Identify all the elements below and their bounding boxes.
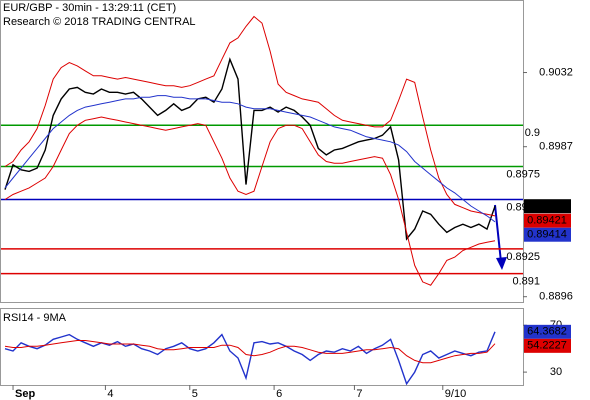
series-line: [4, 331, 496, 386]
x-tick-label: 5: [192, 388, 198, 400]
value-box: [524, 227, 571, 242]
x-tick-label: Sep: [15, 388, 35, 400]
series-line: [4, 15, 496, 217]
series-line: [4, 340, 496, 364]
chart-subtitle: Research © 2018 TRADING CENTRAL: [3, 16, 196, 28]
value-box-label: 0.89414: [527, 229, 567, 241]
series-line: [4, 116, 496, 286]
y-tick-label: 30: [550, 366, 562, 378]
level-label: 0.9: [525, 127, 540, 139]
y-tick-label: 0.8896: [539, 291, 573, 303]
value-box: [524, 324, 571, 339]
y-tick-label: 0.8987: [539, 141, 573, 153]
forecast-arrow: [494, 204, 507, 270]
value-box: [524, 338, 571, 353]
chart-title: EUR/GBP - 30min - 13:29:11 (CET): [3, 2, 176, 14]
rsi-frame: [0, 308, 524, 386]
series-line: [4, 95, 496, 223]
value-box-label: 0.89421: [527, 215, 567, 227]
level-label: 0.891: [512, 276, 540, 288]
rsi-title: RSI14 - 9MA: [3, 312, 67, 324]
level-label: 0.8925: [506, 251, 540, 263]
series-line: [4, 57, 496, 241]
value-box: [524, 199, 571, 214]
value-box: [524, 213, 571, 228]
price-frame: [0, 0, 524, 303]
x-tick-label: 4: [107, 388, 113, 400]
x-tick-label: 7: [356, 388, 362, 400]
y-tick-label: 0.9032: [539, 66, 573, 78]
value-box-label: 0.89509: [527, 200, 567, 212]
value-box-label: 64.3682: [527, 326, 567, 338]
value-box-label: 54.2227: [527, 340, 567, 352]
level-label: 0.8975: [506, 168, 540, 180]
x-tick-label: 6: [276, 388, 282, 400]
x-tick-label: 9/10: [445, 388, 466, 400]
